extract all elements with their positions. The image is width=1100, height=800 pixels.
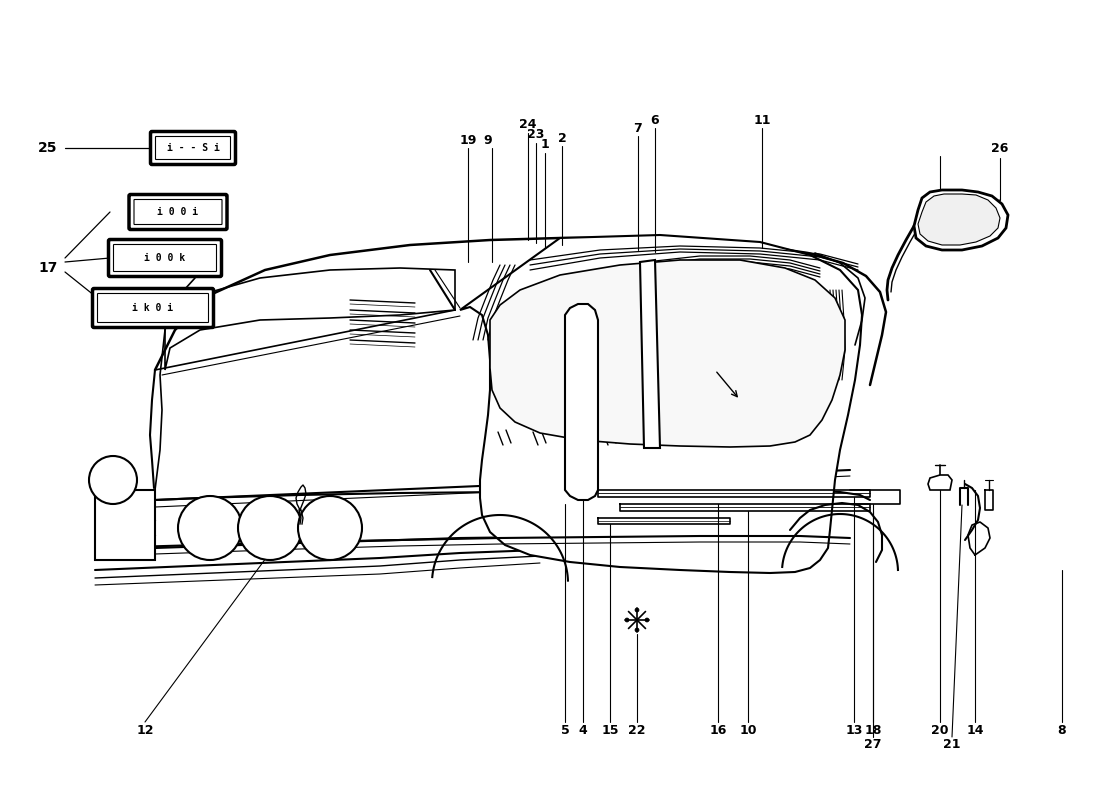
Text: 2: 2: [558, 131, 566, 145]
Text: 22: 22: [628, 723, 646, 737]
Text: 26: 26: [991, 142, 1009, 154]
Text: 24: 24: [519, 118, 537, 131]
Polygon shape: [490, 260, 845, 447]
Text: 7: 7: [634, 122, 642, 134]
Text: 1: 1: [540, 138, 549, 151]
Text: 17: 17: [39, 261, 57, 275]
Text: i - - S i: i - - S i: [166, 143, 219, 153]
Text: 6: 6: [651, 114, 659, 126]
Text: 13: 13: [845, 723, 862, 737]
FancyBboxPatch shape: [109, 239, 221, 277]
Polygon shape: [928, 475, 952, 490]
Text: 8: 8: [1058, 723, 1066, 737]
FancyBboxPatch shape: [134, 199, 222, 225]
FancyBboxPatch shape: [98, 294, 209, 322]
Text: i 0 0 k: i 0 0 k: [144, 253, 186, 263]
Text: 21: 21: [944, 738, 960, 751]
Text: 20: 20: [932, 723, 948, 737]
Circle shape: [645, 618, 649, 622]
Text: 18: 18: [865, 723, 882, 737]
Text: 23: 23: [527, 129, 544, 142]
Text: 11: 11: [754, 114, 771, 126]
Text: 12: 12: [136, 723, 154, 737]
Polygon shape: [95, 238, 970, 600]
Circle shape: [625, 618, 629, 622]
Circle shape: [89, 456, 138, 504]
Polygon shape: [565, 304, 598, 500]
Polygon shape: [914, 190, 1008, 250]
Circle shape: [635, 608, 639, 612]
FancyBboxPatch shape: [113, 245, 217, 271]
Polygon shape: [640, 260, 660, 448]
Text: 16: 16: [710, 723, 727, 737]
Text: 15: 15: [602, 723, 618, 737]
Polygon shape: [165, 268, 455, 370]
Text: 4: 4: [579, 723, 587, 737]
Polygon shape: [95, 490, 155, 560]
Text: 25: 25: [39, 141, 57, 155]
Text: i 0 0 i: i 0 0 i: [157, 207, 199, 217]
Text: 10: 10: [739, 723, 757, 737]
FancyBboxPatch shape: [155, 137, 231, 159]
Circle shape: [238, 496, 302, 560]
Circle shape: [298, 496, 362, 560]
Text: 9: 9: [484, 134, 493, 146]
Text: 19: 19: [460, 134, 476, 146]
Text: 5: 5: [561, 723, 570, 737]
FancyBboxPatch shape: [129, 194, 227, 230]
Polygon shape: [460, 235, 862, 573]
FancyBboxPatch shape: [151, 131, 235, 165]
Circle shape: [635, 628, 639, 632]
Circle shape: [178, 496, 242, 560]
Polygon shape: [918, 194, 1000, 245]
FancyBboxPatch shape: [92, 289, 213, 327]
Text: 27: 27: [865, 738, 882, 751]
Text: 14: 14: [966, 723, 983, 737]
Text: i k 0 i: i k 0 i: [132, 303, 174, 313]
